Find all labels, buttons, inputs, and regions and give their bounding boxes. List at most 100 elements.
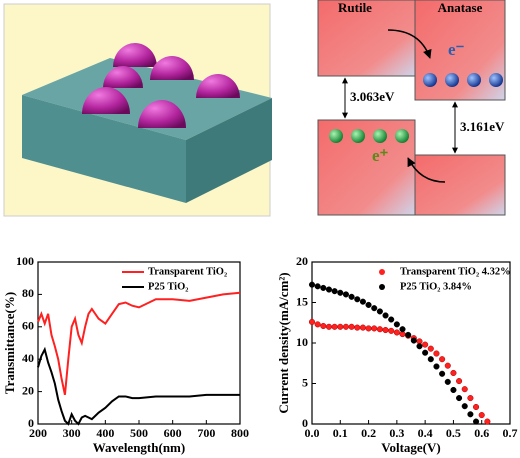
data-point: [371, 325, 378, 332]
data-point: [405, 331, 412, 338]
y-tick-label: 0: [302, 416, 308, 430]
data-point: [439, 370, 446, 377]
data-point: [439, 356, 446, 363]
data-point: [371, 305, 378, 312]
data-point: [484, 418, 491, 425]
hole: [373, 129, 387, 143]
x-axis-label: Wavelength(nm): [93, 440, 185, 455]
data-point: [354, 324, 361, 331]
x-tick-label: 300: [63, 426, 81, 440]
legend-label: Transparent TiO₂ 4.32%: [400, 266, 511, 277]
y-tick-label: 100: [16, 254, 34, 268]
data-point: [354, 296, 361, 303]
data-point: [359, 298, 366, 305]
data-point: [331, 323, 338, 330]
legend-label: P25 TiO₂ 3.84%: [400, 281, 472, 292]
data-point: [410, 337, 417, 344]
chart: 200 300 400 500 600 700 800 0 20 40 60 80 100 Wavelen…: [2, 254, 249, 455]
data-point: [473, 418, 480, 425]
data-point: [382, 326, 389, 334]
data-point: [320, 322, 327, 330]
data-point: [325, 286, 333, 293]
y-axis-label: Transmittance(%): [2, 292, 17, 394]
data-point: [308, 281, 316, 288]
x-tick-label: 0.6: [474, 426, 489, 440]
data-point: [422, 341, 429, 348]
y-tick-label: 15: [296, 294, 308, 308]
data-point: [461, 403, 468, 410]
data-point: [342, 323, 349, 330]
data-point: [456, 378, 463, 385]
data-point: [393, 321, 400, 328]
data-point: [348, 323, 355, 330]
y-axis-label: Current density(mA/cm²): [276, 272, 291, 413]
data-point: [416, 343, 423, 350]
data-point: [376, 326, 383, 333]
data-point: [444, 378, 451, 385]
hole-label: e⁺: [372, 146, 389, 165]
data-point: [444, 362, 451, 369]
data-point: [376, 308, 383, 315]
anatase-label: Anatase: [438, 0, 483, 15]
x-tick-label: 0.4: [418, 426, 433, 440]
data-point: [342, 291, 349, 298]
data-point: [427, 356, 434, 363]
dome: [150, 56, 194, 80]
legend-swatch: [379, 269, 385, 275]
data-point: [422, 349, 429, 356]
data-point: [399, 326, 406, 333]
x-tick-label: 600: [164, 426, 182, 440]
dome: [138, 100, 186, 128]
y-tick-label: 10: [296, 335, 308, 349]
hole: [329, 129, 343, 143]
electron: [467, 73, 481, 87]
chart: 0.0 0.1 0.2 0.3 0.4 0.5 0.6 0.7 0 5 10 15 20 Voltage(…: [276, 254, 518, 455]
data-line: [37, 291, 241, 396]
legend-label: Transparent TiO₂: [148, 266, 227, 277]
rutile-cb: [317, 0, 416, 77]
electron: [489, 73, 503, 87]
data-point: [365, 301, 372, 308]
dome: [196, 74, 240, 98]
illustration: [3, 3, 272, 217]
y-tick-label: 20: [22, 383, 34, 397]
dome: [82, 87, 130, 114]
x-tick-label: 400: [96, 426, 114, 440]
hole: [351, 129, 365, 143]
data-point: [461, 386, 468, 393]
rutile-label: Rutile: [338, 0, 372, 15]
electron-arrow: [387, 29, 432, 59]
data-point: [467, 411, 474, 418]
y-tick-label: 60: [22, 319, 34, 333]
data-point: [388, 316, 395, 323]
gap-label: 3.161eV: [460, 119, 505, 134]
x-tick-label: 700: [197, 426, 215, 440]
data-point: [450, 369, 457, 377]
y-tick-label: 0: [28, 416, 34, 430]
x-tick-label: 0.3: [389, 426, 404, 440]
x-tick-label: 200: [29, 426, 47, 440]
legend-swatch: [379, 284, 385, 290]
dome: [103, 66, 143, 88]
x-tick-label: 500: [130, 426, 148, 440]
data-point: [388, 327, 395, 334]
data-point: [314, 283, 321, 290]
data-point: [467, 395, 474, 402]
legend-label: P25 TiO₂: [148, 281, 188, 292]
x-tick-label: 0.0: [305, 426, 320, 440]
gap-label: 3.063eV: [350, 89, 395, 104]
slab-top: [22, 58, 272, 140]
x-tick-label: 0.1: [333, 426, 348, 440]
data-point: [382, 312, 389, 319]
x-tick-label: 800: [231, 426, 249, 440]
electron: [423, 73, 437, 87]
y-tick-label: 5: [302, 375, 308, 389]
slab-front: [22, 95, 186, 203]
data-point: [348, 293, 355, 300]
data-point: [331, 288, 338, 295]
data-point: [433, 350, 440, 357]
data-point: [337, 289, 344, 296]
electron-label: e⁻: [448, 40, 465, 59]
